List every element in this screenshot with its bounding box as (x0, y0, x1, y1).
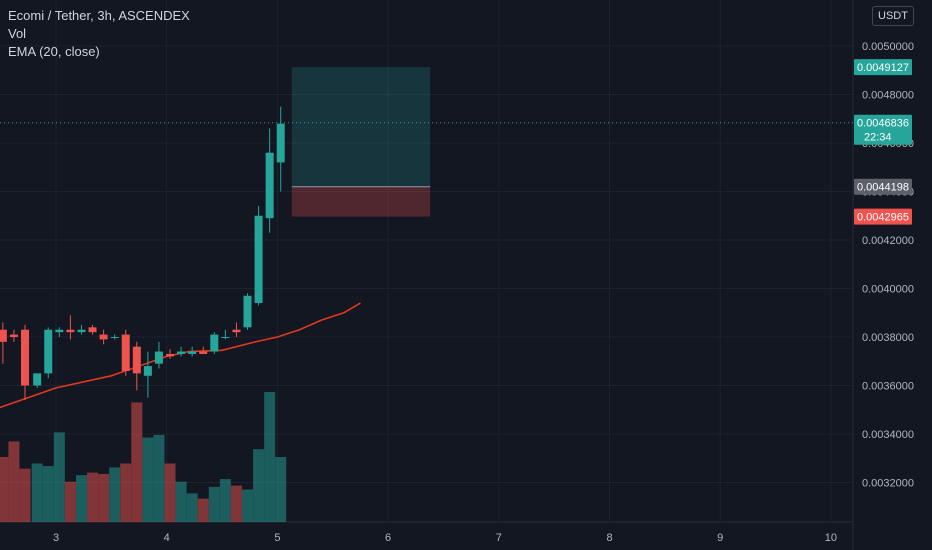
candle-body (9, 334, 18, 337)
y-tick-label: 0.0042000 (862, 235, 914, 247)
candle-body (265, 152, 274, 219)
candle-body (221, 337, 230, 338)
candle-body (66, 329, 75, 333)
volume-bar (8, 441, 20, 522)
chart-legend: Ecomi / Tether, 3h, ASCENDEX Vol EMA (20… (8, 7, 190, 61)
volume-bar (120, 463, 132, 522)
entry-price-tag-bg (854, 178, 912, 195)
candle-body (0, 329, 7, 342)
volume-bar (53, 432, 65, 522)
candle-body (99, 334, 108, 340)
ema-line (0, 302, 361, 409)
volume-bar (131, 402, 143, 522)
volume-bars (0, 392, 287, 522)
candle-body (21, 329, 30, 386)
y-tick-label: 0.0032000 (862, 478, 914, 490)
volume-bar (186, 493, 198, 522)
y-tick-label: 0.0038000 (862, 332, 914, 344)
y-tick-label: 0.0050000 (862, 41, 914, 53)
candle-body (88, 327, 97, 333)
y-tick-label: 0.0034000 (862, 429, 914, 441)
candle-body (132, 346, 141, 374)
price-tags: 0.0049127 0.0046836 22:34 0.0044198 0.004296… (854, 59, 912, 225)
candle-body (55, 329, 64, 333)
volume-bar (264, 392, 276, 522)
entry-price-tag: 0.0044198 (854, 178, 912, 195)
candle-body (121, 334, 130, 371)
entry-price-tag-text: 0.0044198 (857, 182, 909, 194)
profit-zone (291, 67, 431, 187)
candle-body (188, 351, 197, 354)
candlesticks (0, 106, 285, 401)
volume-bar (242, 489, 254, 522)
volume-bar (275, 457, 287, 522)
x-tick-label: 10 (825, 532, 837, 544)
volume-bar (253, 449, 265, 522)
target-price-tag-text: 0.0049127 (857, 62, 909, 74)
stop-zone (291, 186, 431, 217)
volume-bar (42, 466, 54, 522)
volume-bar (175, 481, 187, 522)
y-tick-label: 0.0048000 (862, 90, 914, 102)
volume-indicator-label[interactable]: Vol (8, 26, 27, 41)
last-price-tag-text: 0.0046836 (857, 118, 909, 130)
candle-body (177, 351, 186, 354)
volume-bar (19, 468, 31, 522)
candle-body (276, 123, 285, 163)
candle-body (232, 329, 241, 333)
candle-body (254, 215, 263, 304)
candle-body (77, 329, 86, 333)
last-price-tag-bg (854, 114, 912, 145)
last-price-tag: 0.0046836 22:34 (854, 114, 912, 145)
x-tick-label: 3 (53, 532, 59, 544)
target-price-tag-bg (854, 59, 912, 76)
target-price-tag: 0.0049127 (854, 59, 912, 76)
volume-bar (208, 486, 220, 522)
candle-body (199, 351, 208, 354)
y-tick-label: 0.0036000 (862, 381, 914, 393)
volume-bar (153, 434, 165, 522)
x-tick-label: 8 (606, 532, 612, 544)
ema-indicator-label[interactable]: EMA (20, close) (8, 44, 100, 59)
ema-series-line (0, 302, 361, 409)
candle-body (166, 353, 175, 357)
volume-bar (64, 481, 76, 522)
symbol-title[interactable]: Ecomi / Tether, 3h, ASCENDEX (8, 8, 190, 23)
candle-body (143, 366, 152, 376)
volume-bar (230, 485, 242, 522)
long-position-tool (291, 67, 431, 217)
volume-bar (0, 457, 9, 522)
candle-body (210, 334, 219, 352)
candle-body (110, 337, 119, 338)
time-axis: 3 4 5 6 7 8 9 10 (53, 532, 837, 544)
stop-price-tag-bg (854, 208, 912, 225)
candle-body (33, 373, 42, 386)
volume-bar (109, 467, 121, 522)
volume-bar (87, 472, 99, 522)
x-tick-label: 9 (717, 532, 723, 544)
stop-price-tag: 0.0042965 (854, 208, 912, 225)
x-tick-label: 4 (164, 532, 170, 544)
volume-bar (219, 479, 231, 522)
volume-bar (142, 437, 154, 522)
volume-bar (98, 473, 110, 522)
stop-price-tag-text: 0.0042965 (857, 212, 909, 224)
volume-bar (31, 463, 43, 522)
price-axis: 0.00500000.00480000.00460000.00440000.00… (862, 41, 914, 490)
volume-bar (164, 463, 176, 522)
y-tick-label: 0.0040000 (862, 284, 914, 296)
last-price-tag-countdown: 22:34 (864, 132, 892, 144)
candle-body (243, 295, 252, 328)
candle-body (44, 329, 53, 374)
volume-bar (197, 498, 209, 522)
x-tick-label: 7 (496, 532, 502, 544)
currency-button[interactable]: USDT (872, 6, 914, 26)
volume-bar (75, 475, 87, 522)
x-tick-label: 5 (274, 532, 280, 544)
candle-body (154, 351, 163, 364)
x-tick-label: 6 (385, 532, 391, 544)
